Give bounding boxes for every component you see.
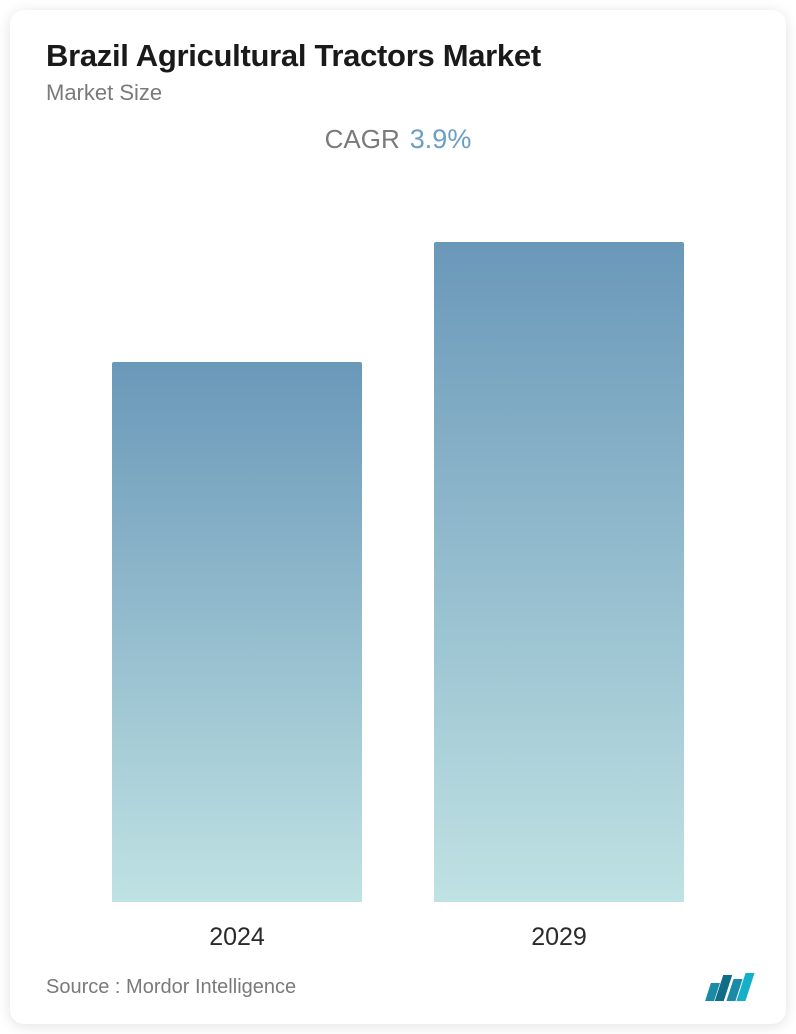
x-axis-labels: 2024 2029 [46,923,750,952]
cagr-label: CAGR [325,124,400,155]
bars-container [46,242,750,902]
bar-2024 [112,362,362,902]
x-label-1: 2029 [434,923,684,952]
chart-title: Brazil Agricultural Tractors Market [46,38,750,74]
x-label-0: 2024 [112,923,362,952]
chart-area: 2024 2029 [46,185,750,972]
cagr-row: CAGR 3.9% [46,124,750,155]
footer: Source : Mordor Intelligence [46,972,750,1002]
chart-subtitle: Market Size [46,80,750,106]
bar-2029 [434,242,684,902]
brand-logo-icon [708,973,750,1001]
chart-card: Brazil Agricultural Tractors Market Mark… [10,10,786,1024]
cagr-value: 3.9% [410,124,472,155]
source-text: Source : Mordor Intelligence [46,976,296,999]
